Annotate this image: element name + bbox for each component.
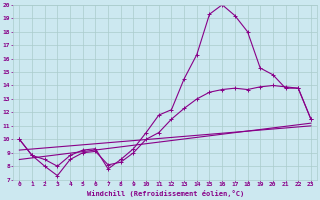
X-axis label: Windchill (Refroidissement éolien,°C): Windchill (Refroidissement éolien,°C) bbox=[86, 190, 244, 197]
